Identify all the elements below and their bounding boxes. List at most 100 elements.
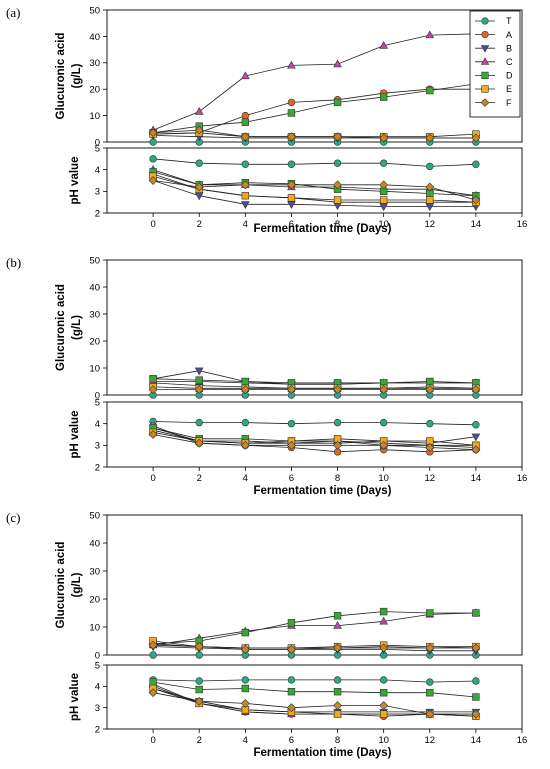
data-point-F <box>379 133 389 143</box>
data-point-T <box>195 651 203 659</box>
x-tick-label: 8 <box>335 473 340 484</box>
data-point-T <box>287 160 296 168</box>
series-line-F <box>153 129 476 139</box>
data-point-T <box>241 160 250 168</box>
y-tick-label: 40 <box>89 32 100 43</box>
data-point-F <box>471 133 481 143</box>
data-point-F <box>240 180 250 190</box>
data-point-D <box>333 687 342 696</box>
legend-item-B: B <box>475 43 512 53</box>
data-point-B <box>379 203 388 212</box>
data-point-A <box>287 98 296 107</box>
series-F <box>148 688 481 719</box>
data-point-T <box>241 676 250 684</box>
x-tick-label: 12 <box>424 735 435 746</box>
x-tick-label: 14 <box>471 473 482 484</box>
data-point-E <box>333 710 342 718</box>
y-tick-label: 50 <box>89 5 100 16</box>
data-point-C <box>379 41 388 49</box>
data-point-F <box>379 385 389 395</box>
data-point-T <box>333 418 342 427</box>
x-tick-label: 4 <box>243 473 248 484</box>
series-line-B <box>153 646 476 652</box>
series-line-D <box>153 681 476 698</box>
x-tick-label: 4 <box>243 219 248 230</box>
data-point-D <box>379 689 388 697</box>
data-point-E <box>287 194 296 202</box>
panel-label: (b) <box>6 255 21 270</box>
x-tick-label: 2 <box>197 473 202 484</box>
legend-item-C: C <box>475 57 513 67</box>
plot-frame <box>106 259 523 396</box>
legend-marker <box>481 71 489 79</box>
y-axis-title: Glucuronic acid <box>55 33 67 120</box>
data-point-F <box>240 698 250 708</box>
data-point-F <box>194 125 204 135</box>
ph-chart-3: 2 3 4 5 0 2 4 6 8 10 12 14 16 Fermentation time (Days… <box>69 397 527 497</box>
data-point-F <box>425 709 435 719</box>
y-tick-label: 3 <box>95 441 100 452</box>
y-tick-label: 0 <box>95 650 100 661</box>
series-T <box>149 651 480 659</box>
data-point-F <box>148 176 158 185</box>
data-point-F <box>425 385 435 395</box>
series-D <box>149 678 480 701</box>
data-point-F <box>287 440 296 450</box>
data-point-F <box>333 180 342 190</box>
data-point-D <box>287 687 296 696</box>
legend-label: T <box>506 16 512 26</box>
data-point-F <box>194 438 204 448</box>
x-tick-label: 14 <box>471 219 482 230</box>
series-line-E <box>152 688 476 717</box>
data-point-D <box>241 118 250 126</box>
data-point-E <box>379 196 388 204</box>
data-point-F <box>333 643 342 653</box>
series-line-A <box>153 88 476 135</box>
data-point-F <box>194 696 204 706</box>
x-tick-label: 0 <box>150 219 155 230</box>
data-point-C <box>241 71 250 80</box>
y-tick-label: 40 <box>89 538 100 549</box>
series-F <box>148 430 481 455</box>
y-tick-label: 20 <box>89 85 100 96</box>
legend-item-T: T <box>475 16 512 26</box>
data-point-F <box>333 132 342 142</box>
series-line-F <box>153 692 476 715</box>
legend-marker <box>481 17 489 25</box>
series-line-E <box>153 431 476 446</box>
plot-frame <box>106 9 523 143</box>
y-tick-label: 10 <box>89 111 100 122</box>
x-tick-label: 6 <box>289 219 294 230</box>
series-line-D <box>152 171 476 197</box>
series-line-B <box>152 180 476 207</box>
data-point-F <box>287 385 296 395</box>
series-T <box>149 391 480 399</box>
x-axis-title: Fermentation time (Days) <box>253 485 391 497</box>
data-point-D <box>379 607 388 616</box>
data-point-C <box>425 30 435 39</box>
y-tick-label: 20 <box>89 594 100 605</box>
data-point-D <box>333 98 342 107</box>
data-point-F <box>471 643 481 653</box>
x-axis-title: Fermentation time (Days) <box>253 223 391 235</box>
x-tick-label: 12 <box>424 219 435 230</box>
series-D <box>149 607 480 648</box>
data-point-F <box>379 180 389 190</box>
data-point-D <box>195 685 203 694</box>
series-line-T <box>153 421 476 426</box>
series-line-E <box>153 386 476 389</box>
data-point-F <box>379 440 389 450</box>
x-tick-label: 2 <box>197 735 202 746</box>
data-point-C <box>333 59 342 68</box>
data-point-F <box>240 644 250 654</box>
data-point-T <box>333 676 342 684</box>
data-point-F <box>240 440 250 450</box>
x-tick-label: 16 <box>517 219 528 230</box>
y-tick-label: 0 <box>95 137 100 148</box>
x-tick-label: 16 <box>517 473 528 484</box>
data-point-T <box>195 418 203 427</box>
data-point-E <box>379 710 388 718</box>
series-line-F <box>153 644 476 650</box>
x-tick-label: 16 <box>517 735 528 746</box>
